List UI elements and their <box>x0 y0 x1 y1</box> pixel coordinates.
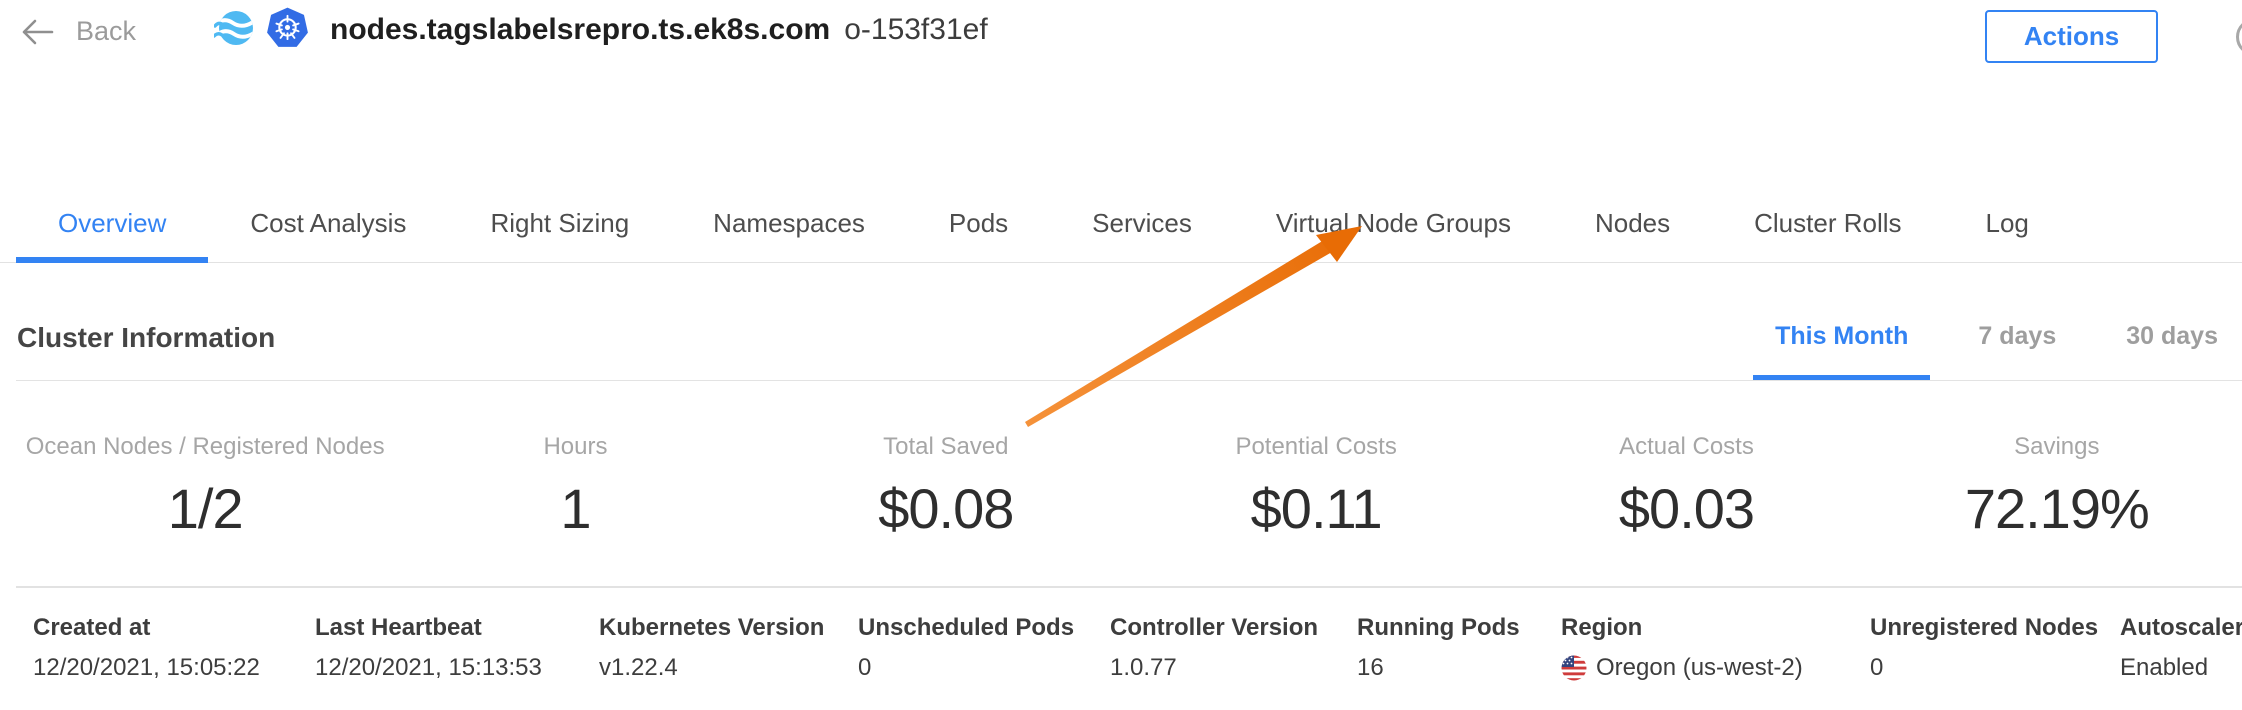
stat-label: Total Saved <box>883 433 1009 460</box>
stat-actual-costs: Actual Costs $0.03 <box>1501 432 1871 540</box>
section-title: Cluster Information <box>17 322 276 353</box>
tab-virtual-node-groups[interactable]: Virtual Node Groups <box>1275 208 1511 238</box>
detail-label: Unscheduled Pods <box>858 614 1075 641</box>
main-tab-bar: Overview Cost Analysis Right Sizing Name… <box>0 192 2242 263</box>
detail-controller-version: Controller Version 1.0.77 <box>1110 614 1357 682</box>
top-bar: Back <box>0 0 2242 80</box>
divider <box>16 586 2242 588</box>
stat-value: $0.03 <box>1618 477 1755 540</box>
tab-cluster-rolls[interactable]: Cluster Rolls <box>1754 208 1902 238</box>
stat-label: Actual Costs <box>1619 433 1754 460</box>
range-tab-30-days[interactable]: 30 days <box>2126 322 2218 350</box>
stat-hours: Hours 1 <box>390 432 760 540</box>
stats-row: Ocean Nodes / Registered Nodes 1/2 Hours… <box>20 432 2242 540</box>
back-button[interactable]: Back <box>20 16 136 47</box>
detail-label: Unregistered Nodes <box>1870 614 2099 641</box>
stat-value: $0.08 <box>878 477 1014 540</box>
detail-label: Last Heartbeat <box>315 614 482 641</box>
cluster-name: nodes.tagslabelsrepro.ts.ek8s.com <box>330 13 831 46</box>
stat-label: Ocean Nodes / Registered Nodes <box>25 433 385 460</box>
tab-overview[interactable]: Overview <box>16 192 209 263</box>
stat-savings: Savings 72.19% <box>1872 432 2242 540</box>
detail-value: 1.0.77 <box>1110 654 1177 681</box>
ocean-icon <box>214 11 253 45</box>
detail-label: Region <box>1561 614 1643 641</box>
back-label: Back <box>76 16 137 46</box>
detail-region: Region <box>1561 614 1870 682</box>
detail-last-heartbeat: Last Heartbeat 12/20/2021, 15:13:53 <box>315 614 599 682</box>
tab-right-sizing[interactable]: Right Sizing <box>490 208 630 238</box>
stat-value: 1/2 <box>167 477 244 540</box>
kubernetes-icon <box>267 7 308 47</box>
tab-log[interactable]: Log <box>1985 208 2029 238</box>
range-tab-7-days[interactable]: 7 days <box>1978 322 2057 350</box>
stat-potential-costs: Potential Costs $0.11 <box>1131 432 1501 540</box>
detail-value: v1.22.4 <box>599 654 678 681</box>
cluster-id: o-153f31ef <box>844 13 988 46</box>
stat-value: 72.19% <box>1964 477 2150 540</box>
stat-label: Savings <box>2014 433 2100 460</box>
tab-namespaces[interactable]: Namespaces <box>713 208 865 238</box>
us-flag-icon <box>1561 655 1587 681</box>
detail-value: Enabled <box>2120 654 2209 681</box>
page-title: nodes.tagslabelsrepro.ts.ek8s.com o-153f3… <box>330 13 988 47</box>
detail-created-at: Created at 12/20/2021, 15:05:22 <box>33 614 315 682</box>
edge-cropped-circle-icon[interactable] <box>2236 18 2242 56</box>
tab-services[interactable]: Services <box>1092 208 1192 238</box>
detail-value: Oregon (us-west-2) <box>1596 654 1803 681</box>
tab-pods[interactable]: Pods <box>948 208 1009 238</box>
range-tab-this-month[interactable]: This Month <box>1751 316 1932 381</box>
detail-kubernetes-version: Kubernetes Version v1.22.4 <box>599 614 858 682</box>
detail-unregistered-nodes: Unregistered Nodes 0 <box>1870 614 2120 682</box>
detail-value: 12/20/2021, 15:05:22 <box>33 654 260 681</box>
time-range-tabs: This Month 7 days 30 days <box>1729 316 2242 381</box>
detail-value: 0 <box>858 654 872 681</box>
divider <box>16 380 2242 381</box>
stat-ocean-nodes: Ocean Nodes / Registered Nodes 1/2 <box>20 432 390 540</box>
details-row: Created at 12/20/2021, 15:05:22 Last Hea… <box>33 614 2242 682</box>
stat-label: Hours <box>543 433 608 460</box>
detail-value: 12/20/2021, 15:13:53 <box>315 654 542 681</box>
tab-cost-analysis[interactable]: Cost Analysis <box>250 208 407 238</box>
detail-autoscaler: Autoscaler Enabled <box>2120 614 2242 682</box>
detail-value: 16 <box>1357 654 1384 681</box>
detail-label: Controller Version <box>1110 614 1319 641</box>
actions-button[interactable]: Actions <box>1985 10 2158 63</box>
detail-label: Kubernetes Version <box>599 614 825 641</box>
detail-value: 0 <box>1870 654 1884 681</box>
cluster-icons <box>214 7 309 49</box>
detail-label: Running Pods <box>1357 614 1520 641</box>
stat-value: $0.11 <box>1250 477 1383 540</box>
detail-unscheduled-pods: Unscheduled Pods 0 <box>858 614 1110 682</box>
stat-total-saved: Total Saved $0.08 <box>761 432 1131 540</box>
stat-label: Potential Costs <box>1235 433 1397 460</box>
detail-label: Autoscaler <box>2120 614 2242 641</box>
detail-running-pods: Running Pods 16 <box>1357 614 1561 682</box>
back-arrow-icon <box>22 19 54 44</box>
tab-nodes[interactable]: Nodes <box>1594 208 1671 238</box>
stat-value: 1 <box>560 477 591 540</box>
detail-label: Created at <box>33 614 151 641</box>
